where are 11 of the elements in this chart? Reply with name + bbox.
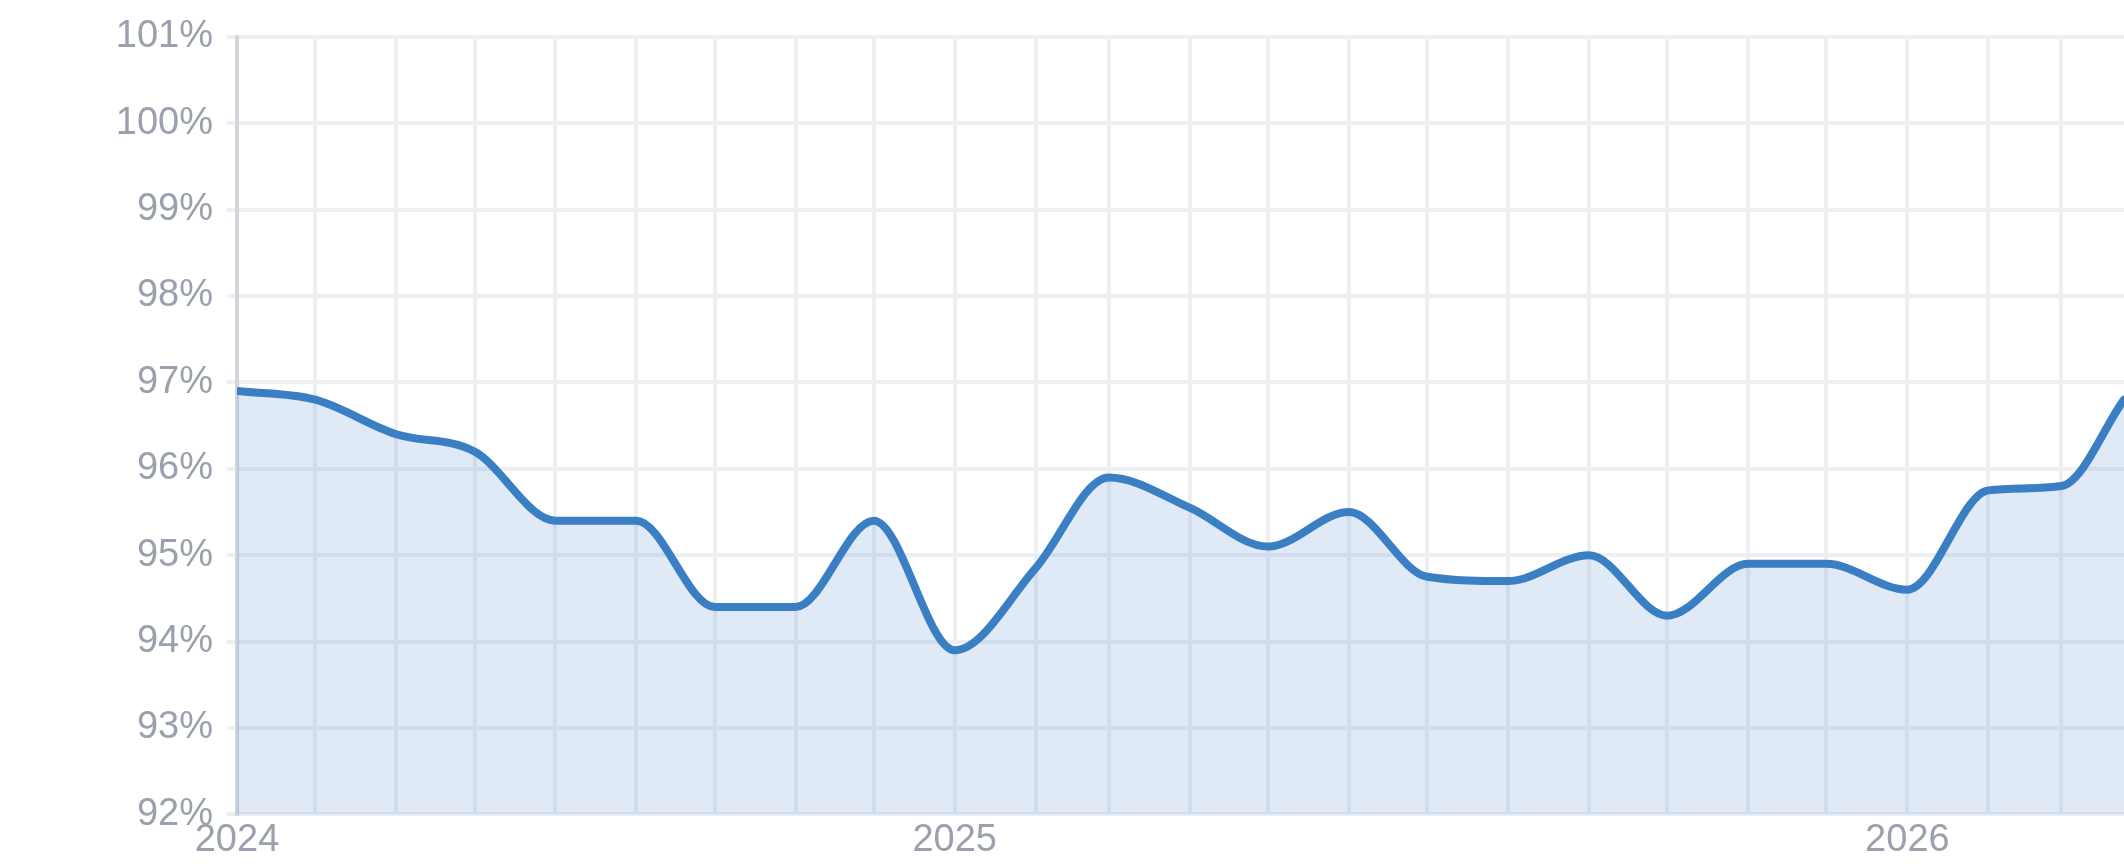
y-tick-label: 99% xyxy=(136,186,213,229)
y-tick-label: 98% xyxy=(136,272,213,315)
y-tick-label: 96% xyxy=(136,445,213,488)
y-tick-label: 93% xyxy=(136,704,213,747)
y-tick-label: 95% xyxy=(136,531,213,574)
y-tick-label: 100% xyxy=(115,99,213,142)
y-tick-label: 97% xyxy=(136,358,213,401)
x-tick-label: 2026 xyxy=(1865,816,1950,859)
x-tick-label: 2025 xyxy=(912,816,998,859)
y-tick-label: 94% xyxy=(136,618,213,661)
y-tick-label: 101% xyxy=(115,13,213,56)
